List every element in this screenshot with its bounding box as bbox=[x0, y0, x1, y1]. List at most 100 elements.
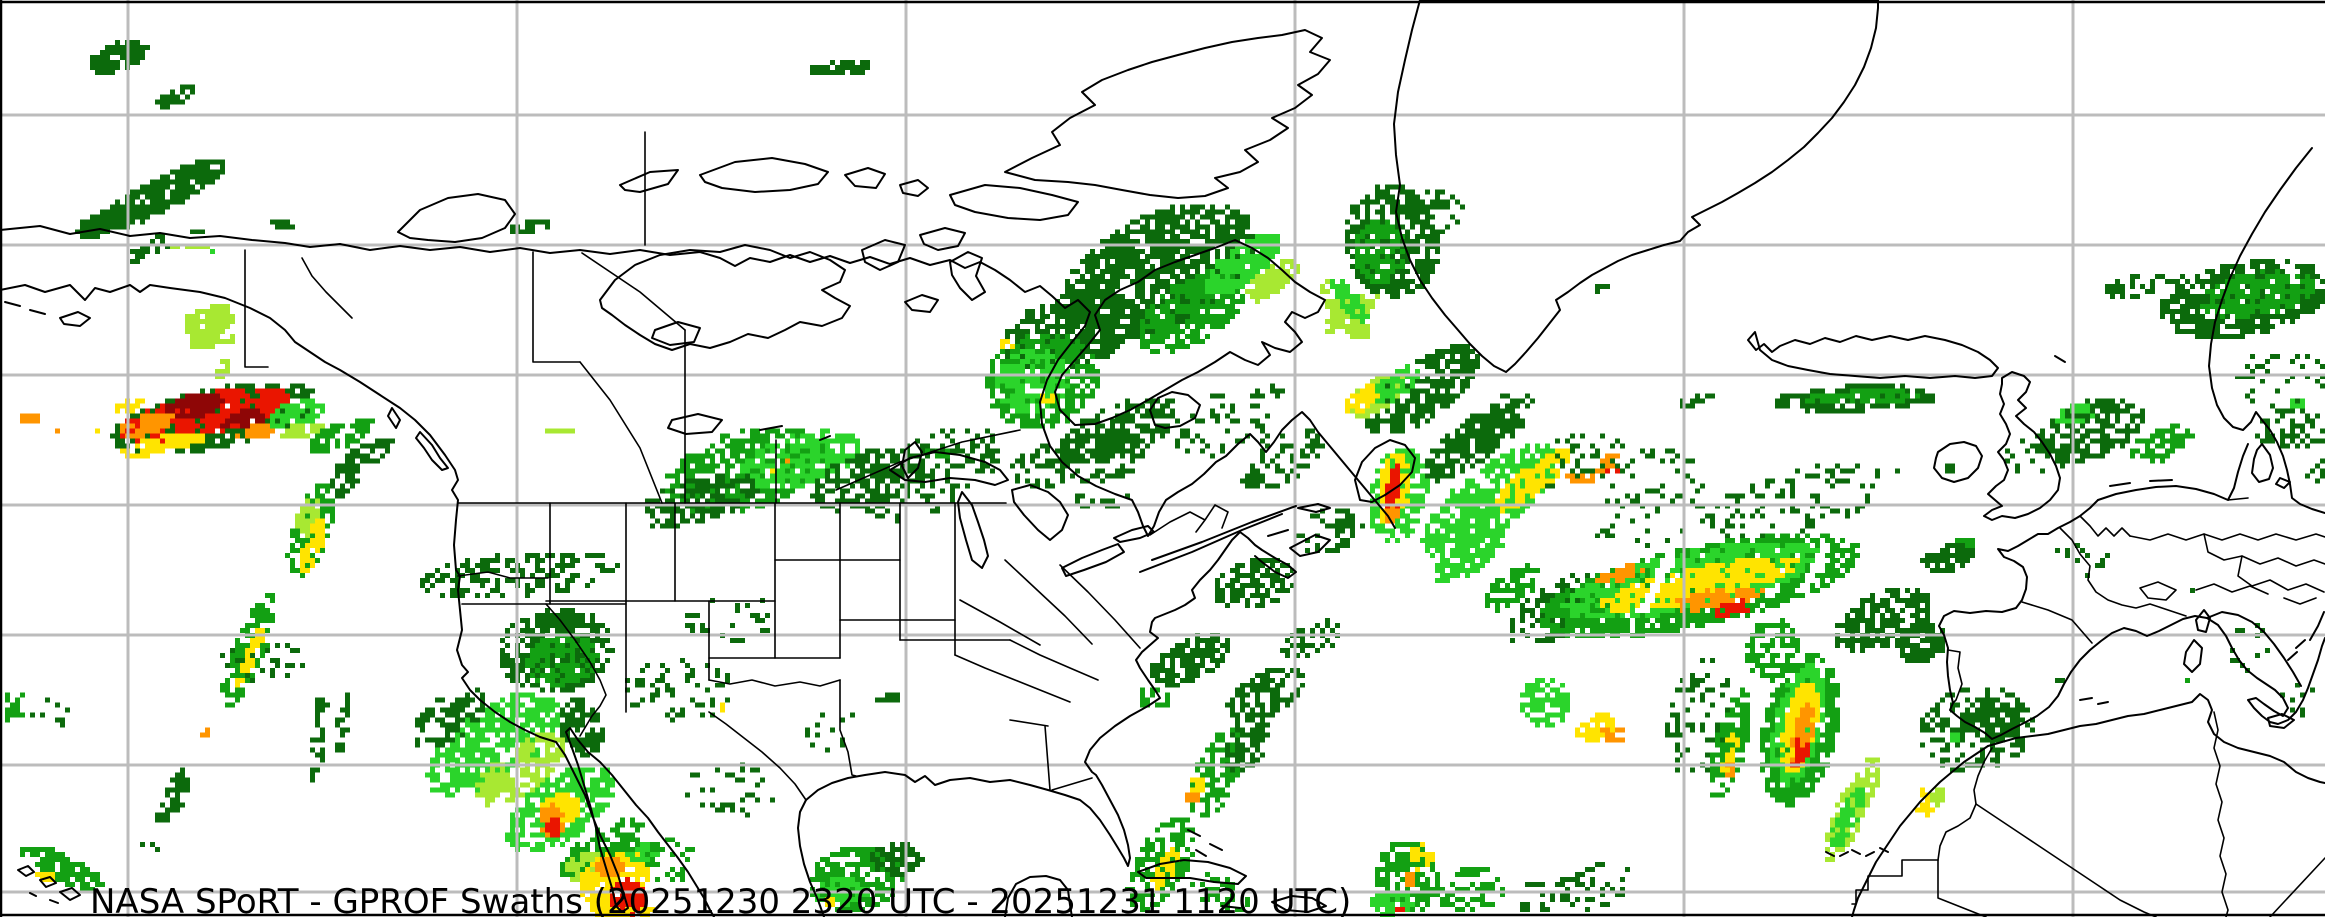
yucatan bbox=[1004, 875, 1073, 917]
border-austria bbox=[2195, 583, 2269, 595]
great-bear-lake bbox=[651, 321, 701, 346]
coast-pei bbox=[1267, 529, 1289, 537]
border-slovenia bbox=[2283, 597, 2317, 605]
bathurst-island bbox=[844, 167, 886, 189]
border-rio-grande bbox=[708, 711, 807, 801]
border-ne-us-canada bbox=[1149, 504, 1229, 536]
coast-adriatic bbox=[2206, 611, 2302, 687]
cornwallis-island bbox=[899, 179, 929, 197]
coast-st-lawrence-south bbox=[1139, 513, 1283, 573]
ireland bbox=[1933, 441, 1983, 483]
border-ca-nv-diagonal bbox=[545, 603, 607, 737]
corsica bbox=[2195, 609, 2211, 633]
king-william-island bbox=[904, 294, 939, 313]
border-nunavut-mainland bbox=[835, 429, 1021, 491]
great-britain bbox=[1983, 371, 2061, 521]
border-appalachia-3 bbox=[959, 599, 1041, 646]
map-caption: NASA SPoRT - GPROF Swaths (20251230 2320… bbox=[90, 882, 1352, 917]
coast-arctic-canada bbox=[0, 225, 1396, 537]
balearics bbox=[2079, 697, 2109, 705]
great-slave-lake bbox=[667, 413, 723, 435]
cuba bbox=[1137, 859, 1247, 885]
coast-north-africa bbox=[1987, 693, 2325, 784]
border-algeria-mali bbox=[1975, 803, 2157, 917]
lake-michigan bbox=[957, 491, 989, 569]
border-appalachia-2 bbox=[1059, 564, 1141, 649]
border-germany-denmark bbox=[2227, 497, 2249, 501]
prince-of-wales-island bbox=[861, 239, 906, 271]
border-portugal-spain bbox=[1947, 649, 1963, 704]
coast-vancouver-island bbox=[415, 431, 449, 471]
ellesmere-island bbox=[1004, 29, 1331, 199]
border-libya-chad bbox=[2269, 857, 2325, 917]
coast-balkans bbox=[2287, 611, 2325, 661]
border-mauritania bbox=[1937, 859, 1987, 917]
coast-europe-west bbox=[1938, 499, 2325, 740]
banks-island bbox=[397, 193, 516, 243]
border-tx-east bbox=[839, 679, 857, 777]
border-central-europe-1 bbox=[2129, 533, 2325, 541]
sardinia bbox=[2183, 639, 2203, 673]
victoria-island bbox=[599, 244, 851, 351]
coast-anticosti bbox=[1297, 503, 1331, 513]
political-borders bbox=[244, 131, 2325, 917]
scandinavia bbox=[2208, 147, 2325, 514]
border-yukon-nwt bbox=[301, 257, 353, 319]
somerset-island bbox=[919, 227, 966, 251]
border-fl-ga bbox=[1051, 777, 1093, 791]
southampton-island bbox=[1149, 391, 1201, 429]
border-se-states-2 bbox=[1009, 639, 1099, 681]
border-central-europe-2 bbox=[2203, 533, 2325, 567]
lake-athabasca bbox=[759, 425, 831, 441]
border-yukon-nwt-south bbox=[532, 251, 581, 363]
danish-isles bbox=[2275, 477, 2291, 489]
hispaniola bbox=[1271, 895, 1327, 913]
border-bc-ab bbox=[579, 361, 663, 504]
coast-gulf-eastcoast bbox=[805, 531, 1297, 867]
shetland bbox=[2054, 355, 2066, 363]
coast-haida-gwaii bbox=[387, 407, 401, 429]
border-western-sahara bbox=[1851, 859, 1939, 905]
border-al-fl bbox=[1009, 719, 1051, 791]
border-france-east bbox=[2059, 527, 2187, 617]
greenland bbox=[1393, 0, 1879, 373]
sicily bbox=[2267, 713, 2295, 729]
hawaii-islands bbox=[17, 865, 81, 904]
boothia-peninsula bbox=[949, 251, 986, 301]
lake-erie bbox=[1061, 543, 1125, 577]
iceland bbox=[1747, 331, 1999, 379]
border-morocco-algeria bbox=[1937, 747, 1993, 861]
north-sea-coast bbox=[2097, 443, 2249, 501]
denmark bbox=[2251, 443, 2274, 483]
border-nwt-nunavut-diag bbox=[581, 252, 686, 331]
lake-huron bbox=[1011, 484, 1069, 541]
canary-islands bbox=[1825, 847, 1889, 857]
lake-winnipeg bbox=[901, 441, 923, 479]
coast-newfoundland bbox=[1354, 439, 1416, 503]
jamaica bbox=[1221, 905, 1241, 909]
border-central-europe-3 bbox=[2237, 555, 2325, 593]
lake-ontario bbox=[1113, 525, 1155, 543]
border-red-river bbox=[708, 679, 841, 687]
border-benelux bbox=[2079, 515, 2131, 537]
melville-island bbox=[699, 157, 829, 193]
baffin-island bbox=[1054, 239, 1326, 426]
devon-island bbox=[949, 184, 1079, 221]
lake-superior bbox=[889, 451, 1009, 486]
coast-cape-breton bbox=[1289, 534, 1331, 557]
aleutian-fragments bbox=[4, 301, 46, 315]
border-algeria-libya bbox=[2213, 711, 2229, 917]
border-ak-yukon bbox=[244, 249, 269, 368]
border-wa-or bbox=[457, 571, 549, 579]
prince-patrick-island bbox=[619, 169, 679, 193]
coast-mexico-gulf-south bbox=[797, 799, 825, 917]
border-se-states-1 bbox=[954, 654, 1071, 703]
coast-pacific bbox=[0, 284, 715, 917]
border-switzerland bbox=[2139, 581, 2177, 601]
bahamas bbox=[1187, 829, 1223, 857]
border-pyrenees bbox=[2021, 601, 2093, 644]
border-appalachia-1 bbox=[1004, 559, 1093, 645]
